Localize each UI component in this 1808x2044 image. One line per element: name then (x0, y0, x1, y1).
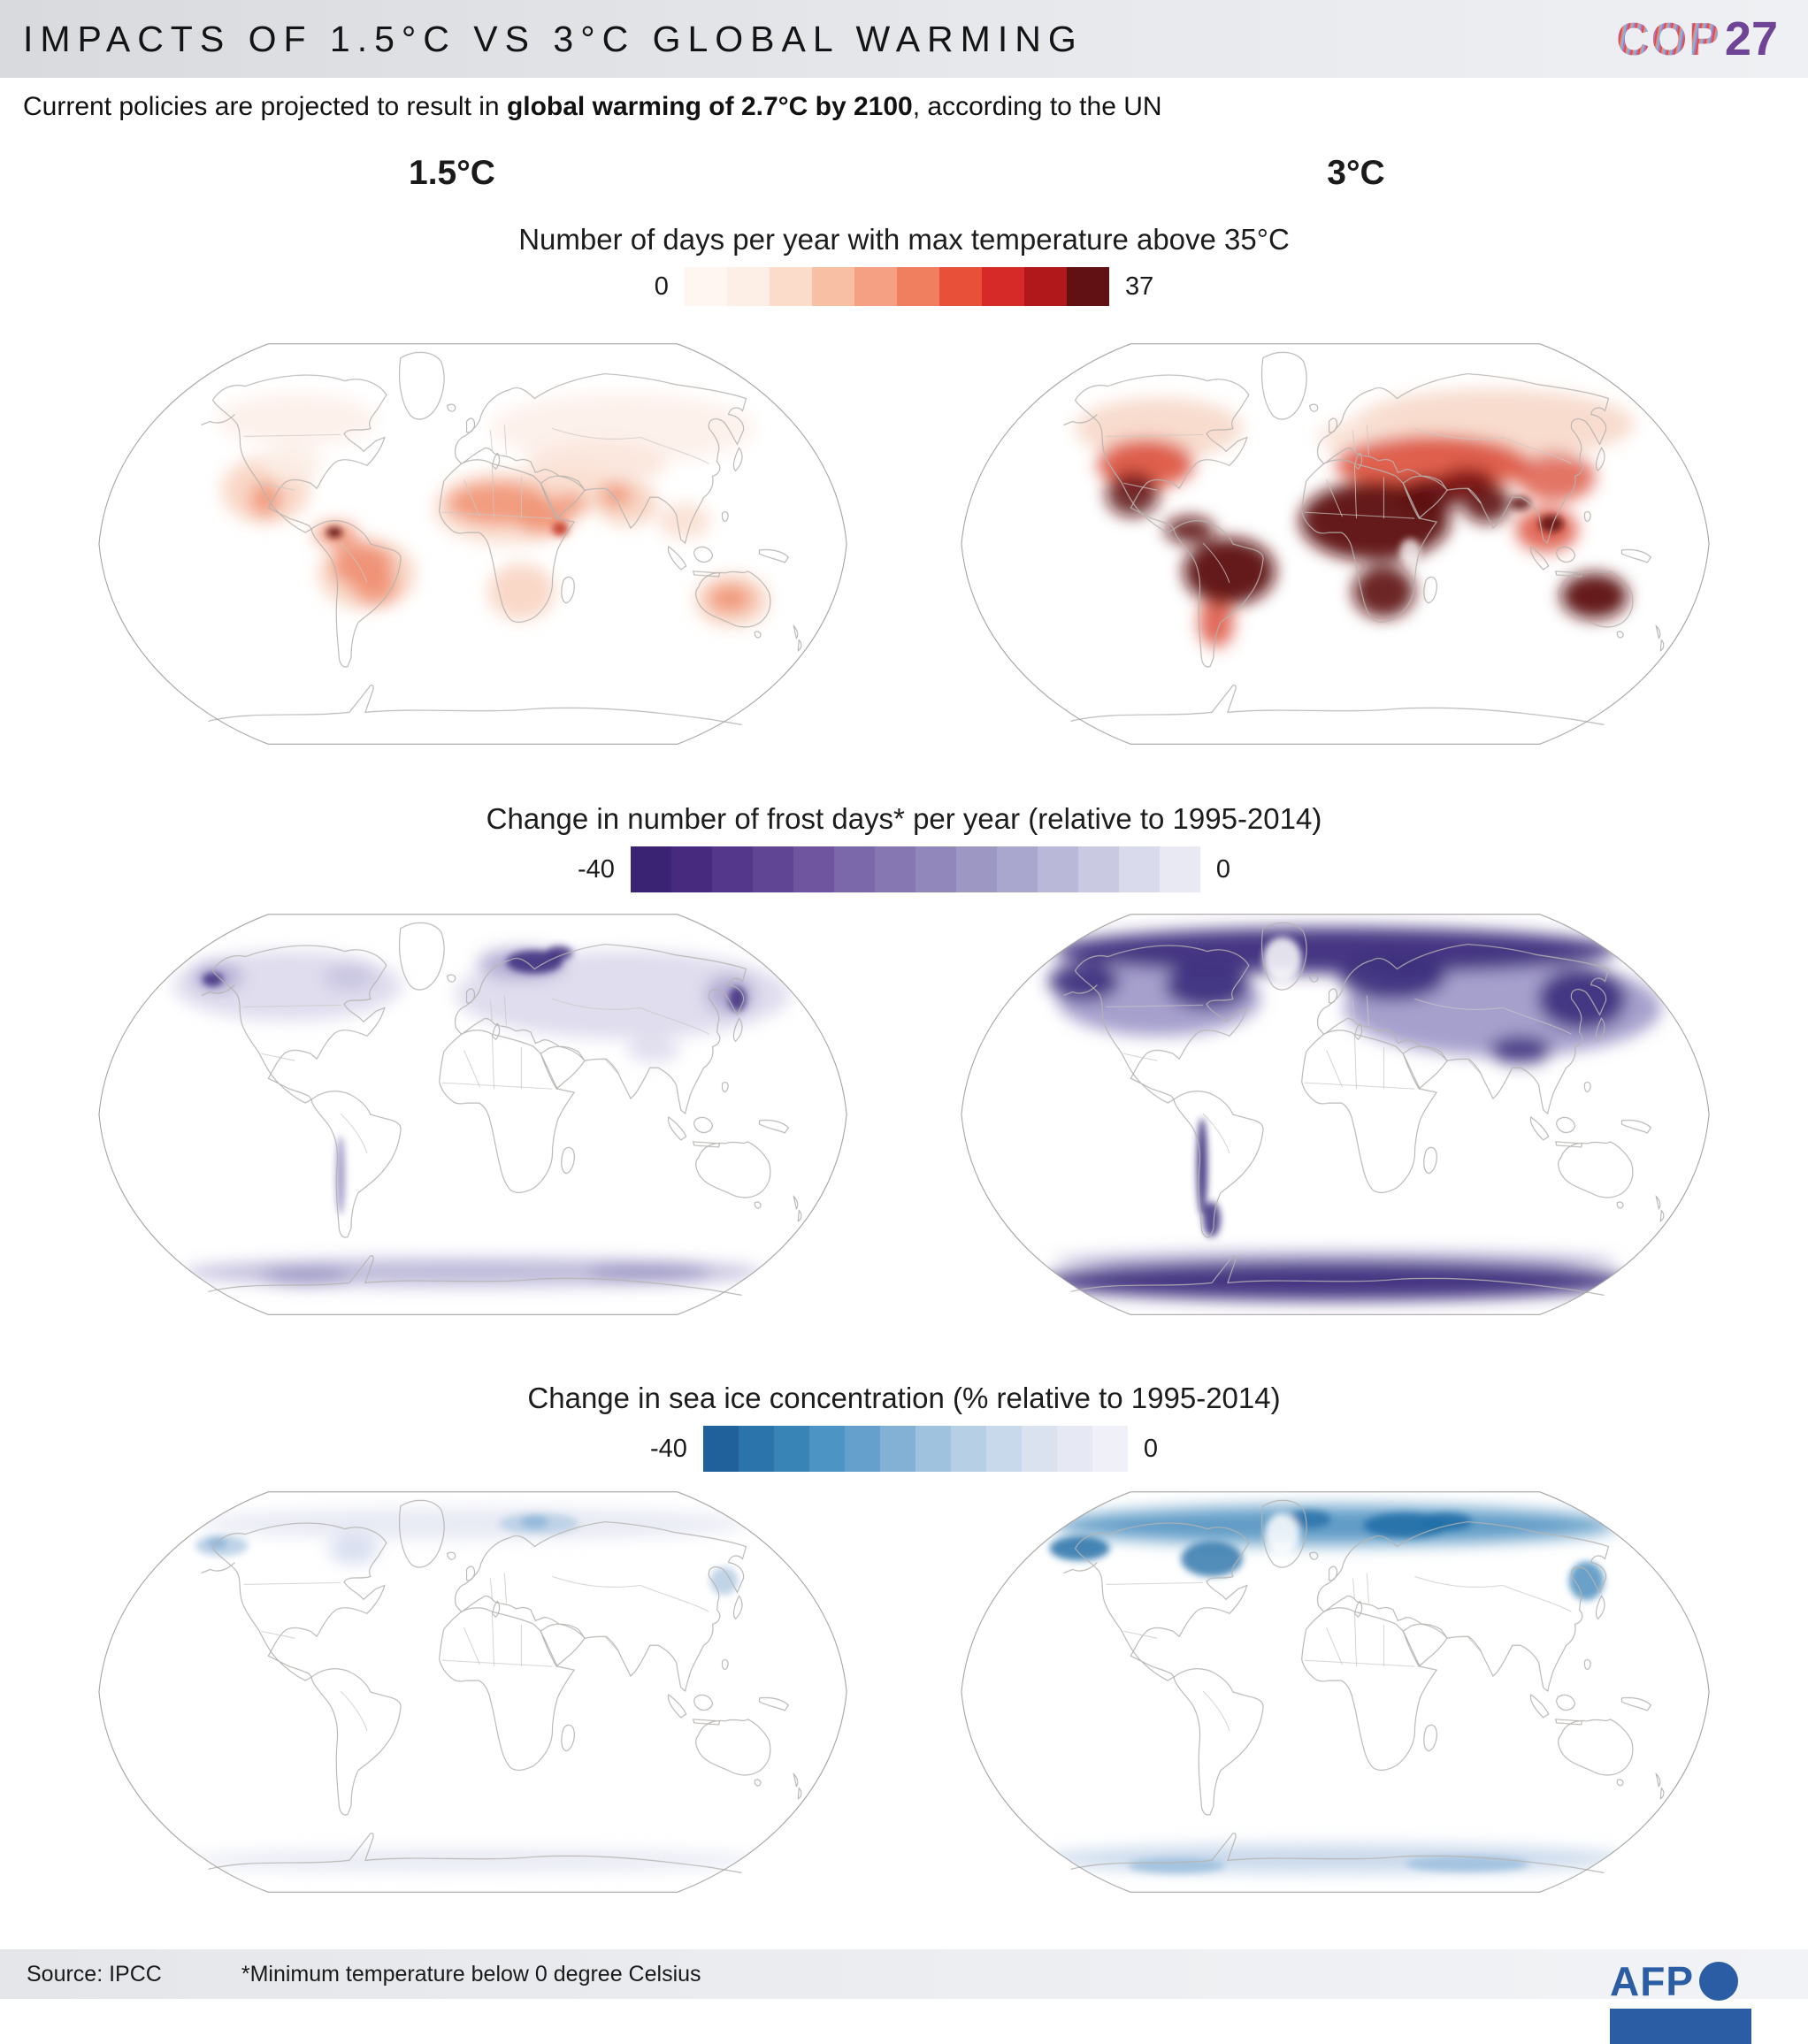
colorbar-max-label: 0 (1143, 1434, 1159, 1463)
footnote: *Minimum temperature below 0 degree Cels… (241, 1961, 701, 1987)
color-swatch (981, 267, 1024, 306)
color-swatch (1118, 846, 1160, 892)
scenario-labels: 1.5°C 3°C (0, 154, 1808, 193)
color-swatch (915, 1426, 951, 1472)
color-swatch (874, 846, 915, 892)
colorbar-min-label: -40 (577, 854, 615, 884)
color-swatch (1021, 1426, 1057, 1472)
section-title-frost-days: Change in number of frost days* per year… (486, 802, 1322, 835)
color-swatch (711, 846, 753, 892)
color-swatch (793, 846, 834, 892)
source-label: Source: IPCC (27, 1961, 162, 1987)
section-title-sea-ice: Change in sea ice concentration (% relat… (527, 1382, 1281, 1414)
afp-logo-sub-block (1610, 2009, 1751, 2044)
colorbar-swatches (702, 1426, 1128, 1472)
color-swatch (808, 1426, 845, 1472)
maps-row-hot-days (0, 331, 1808, 758)
colorbar-swatches (630, 846, 1200, 892)
maps-row-sea-ice (0, 1479, 1808, 1906)
color-swatch (769, 267, 812, 306)
color-swatch (811, 267, 854, 306)
afp-logo-circle-icon (1699, 1962, 1738, 2001)
color-swatch (854, 267, 897, 306)
color-swatch (915, 846, 956, 892)
color-swatch (1077, 846, 1119, 892)
color-swatch (938, 267, 982, 306)
scenario-label-3: 3°C (1327, 154, 1385, 192)
color-swatch (833, 846, 875, 892)
color-swatch (985, 1426, 1022, 1472)
world-map-frost-days-3 (961, 914, 1710, 1315)
color-swatch (896, 267, 939, 306)
color-swatch (670, 846, 712, 892)
color-swatch (844, 1426, 880, 1472)
color-swatch (773, 1426, 809, 1472)
color-swatch (879, 1426, 915, 1472)
colorbar-max-label: 37 (1124, 272, 1154, 301)
subtitle-bold: global warming of 2.7°C by 2100 (506, 92, 913, 121)
world-map-hot-days-1p5 (98, 343, 847, 745)
colorbar-hot-days: 0 37 (0, 267, 1808, 306)
cop27-logo-27: 27 (1724, 12, 1778, 65)
section-title-hot-days: Number of days per year with max tempera… (518, 223, 1290, 256)
color-swatch (1066, 267, 1109, 306)
subtitle-post: , according to the UN (912, 92, 1162, 121)
afp-logo: AFP (1610, 1957, 1751, 2044)
color-swatch (950, 1426, 986, 1472)
colorbar-frost-days: -40 0 (0, 846, 1808, 892)
world-map-sea-ice-3 (961, 1491, 1710, 1893)
colorbar-sea-ice: -40 0 (0, 1426, 1808, 1472)
color-swatch (1037, 846, 1078, 892)
world-map-sea-ice-1p5 (98, 1491, 847, 1893)
color-swatch (1159, 846, 1200, 892)
subtitle-pre: Current policies are projected to result… (23, 92, 507, 121)
color-swatch (1023, 267, 1067, 306)
cop27-logo-cop: COP (1616, 14, 1721, 65)
footer-bar: Source: IPCC *Minimum temperature below … (0, 1949, 1808, 2044)
subtitle: Current policies are projected to result… (23, 92, 1808, 122)
color-swatch (955, 846, 997, 892)
colorbar-max-label: 0 (1215, 854, 1231, 884)
world-map-frost-days-1p5 (98, 914, 847, 1315)
afp-logo-text: AFP (1610, 1958, 1694, 2004)
page-title: IMPACTS OF 1.5°C VS 3°C GLOBAL WARMING (23, 18, 1084, 59)
colorbar-swatches (684, 267, 1109, 306)
color-swatch (630, 846, 671, 892)
color-swatch (726, 267, 770, 306)
colorbar-min-label: -40 (649, 1434, 687, 1463)
color-swatch (738, 1426, 774, 1472)
colorbar-min-label: 0 (654, 272, 669, 301)
world-map-hot-days-3 (961, 343, 1710, 745)
color-swatch (752, 846, 793, 892)
header-bar: IMPACTS OF 1.5°C VS 3°C GLOBAL WARMING C… (0, 0, 1808, 78)
color-swatch (1092, 1426, 1128, 1472)
color-swatch (702, 1426, 739, 1472)
color-swatch (1056, 1426, 1092, 1472)
scenario-label-1p5: 1.5°C (409, 154, 495, 192)
color-swatch (996, 846, 1038, 892)
cop27-logo: COP 27 (1616, 11, 1778, 66)
color-swatch (684, 267, 727, 306)
maps-row-frost-days (0, 901, 1808, 1328)
